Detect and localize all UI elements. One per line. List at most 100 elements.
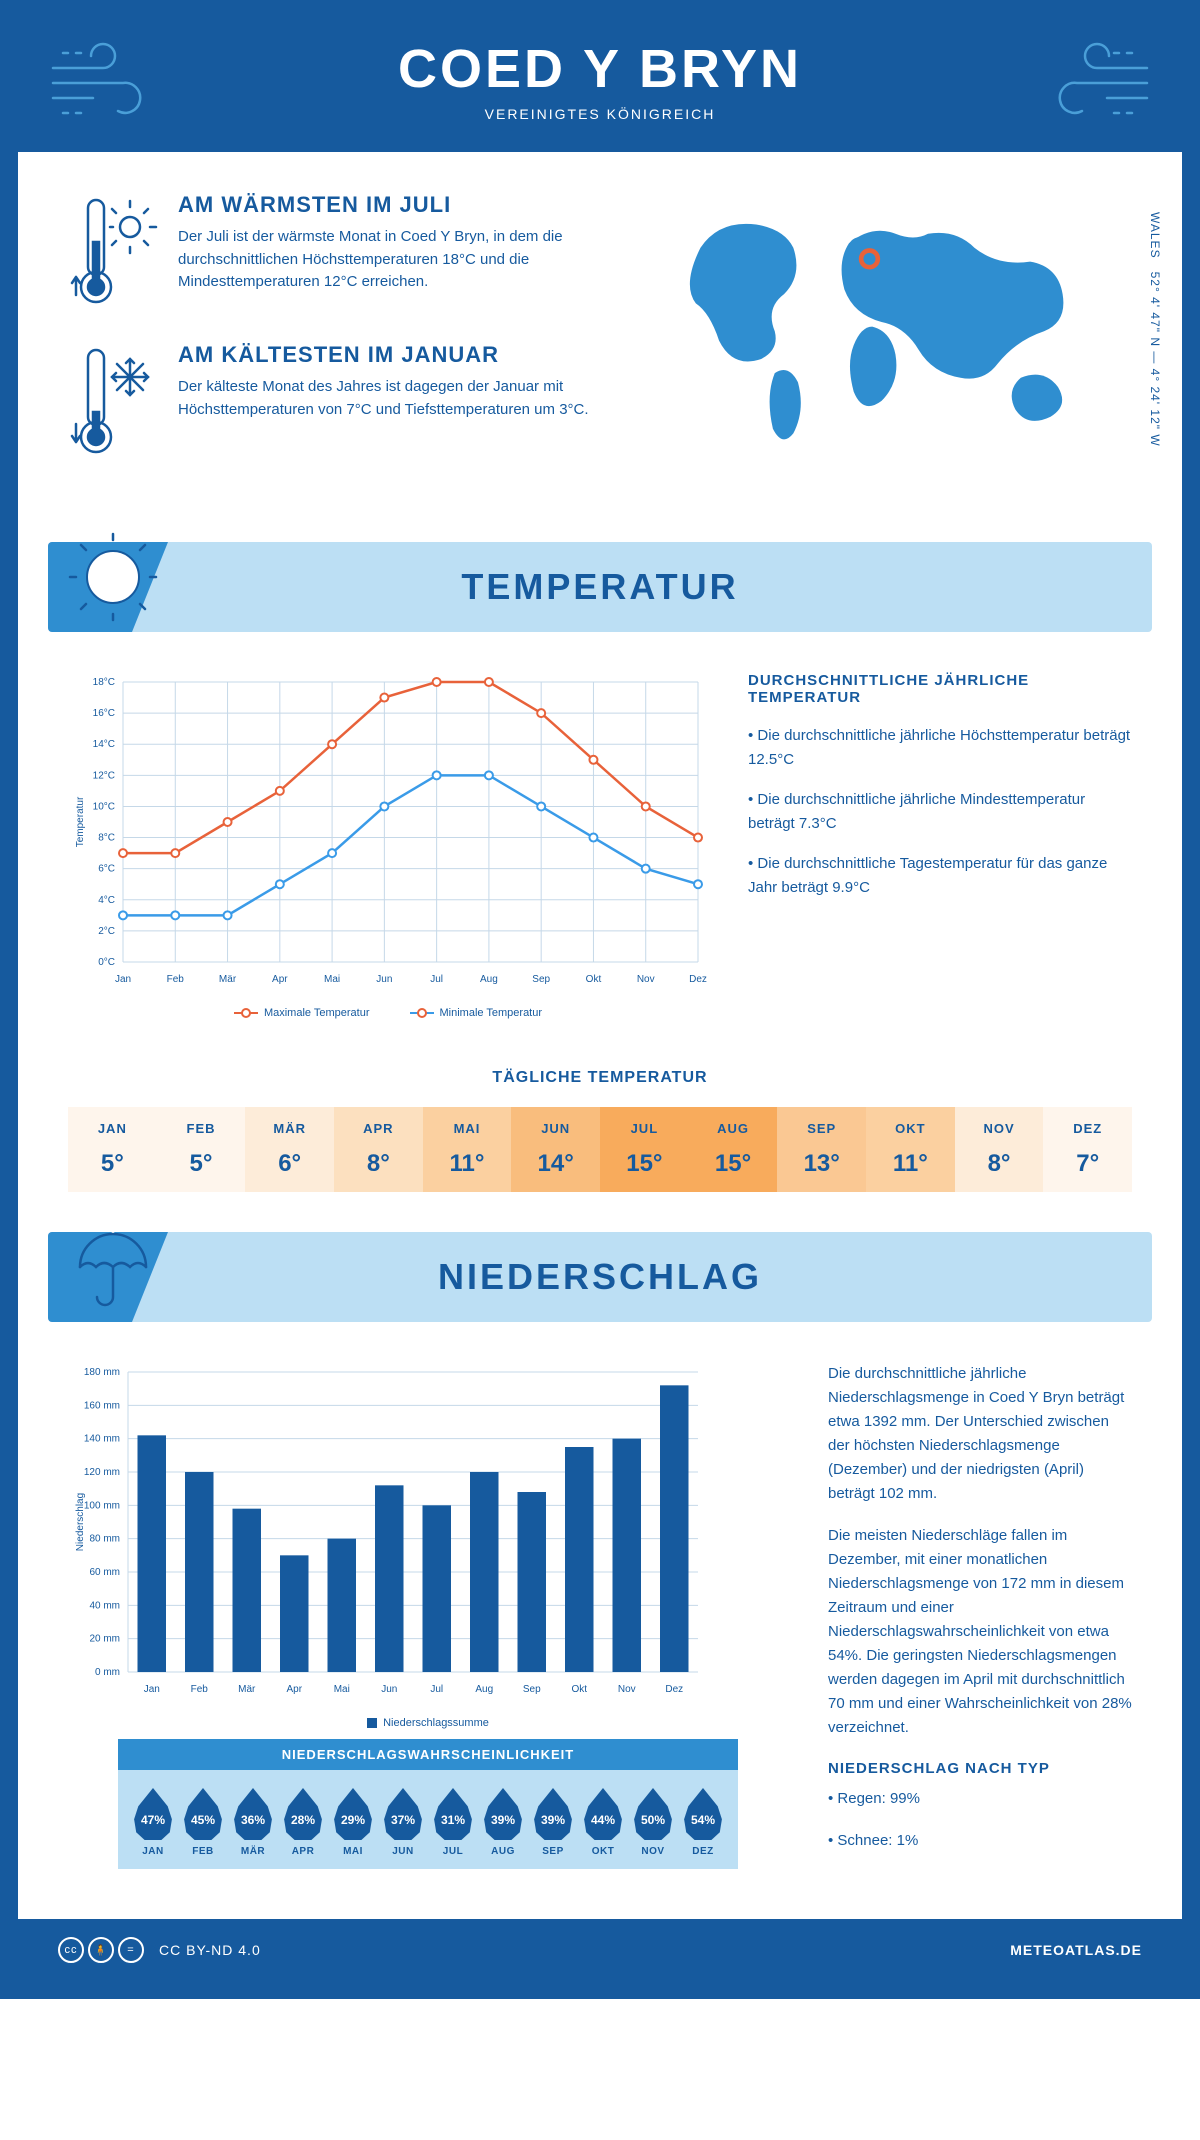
cold-text: Der kälteste Monat des Jahres ist dagege… [178, 376, 610, 421]
svg-text:2°C: 2°C [98, 926, 115, 937]
precipitation-section: 0 mm 20 mm 40 mm 60 mm 80 mm 100 mm 120 mm 140 … [18, 1322, 1182, 1919]
probability-box: NIEDERSCHLAGSWAHRSCHEINLICHKEIT 47%JAN45… [118, 1739, 738, 1869]
by-icon: 🧍 [88, 1937, 114, 1963]
svg-text:20 mm: 20 mm [89, 1634, 120, 1645]
svg-text:16°C: 16°C [93, 708, 115, 719]
svg-text:Dez: Dez [665, 1684, 683, 1695]
svg-text:14°C: 14°C [93, 739, 115, 750]
svg-text:Feb: Feb [191, 1684, 209, 1695]
cold-fact: AM KÄLTESTEN IM JANUAR Der kälteste Mona… [68, 342, 610, 462]
svg-text:Jan: Jan [144, 1684, 160, 1695]
svg-text:Nov: Nov [618, 1684, 636, 1695]
svg-text:Okt: Okt [571, 1684, 587, 1695]
daily-cell: APR8° [334, 1107, 423, 1192]
svg-text:160 mm: 160 mm [84, 1400, 120, 1411]
wind-icon-right [1022, 38, 1152, 128]
probability-drop: 50%NOV [632, 1788, 674, 1857]
svg-text:80 mm: 80 mm [89, 1534, 120, 1545]
daily-cell: SEP13° [777, 1107, 866, 1192]
probability-drop: 29%MAI [332, 1788, 374, 1857]
svg-text:60 mm: 60 mm [89, 1567, 120, 1578]
svg-text:120 mm: 120 mm [84, 1467, 120, 1478]
temperature-section: 0°C2°C4°C6°C8°C10°C12°C14°C16°C18°CJanFe… [18, 632, 1182, 1039]
precip-info: Die durchschnittliche jährliche Niedersc… [828, 1362, 1132, 1899]
daily-cell: NOV8° [955, 1107, 1044, 1192]
svg-text:Sep: Sep [523, 1684, 541, 1695]
daily-temp-title: TÄGLICHE TEMPERATUR [18, 1069, 1182, 1087]
svg-text:Aug: Aug [475, 1684, 493, 1695]
footer: cc 🧍 = CC BY-ND 4.0 METEOATLAS.DE [18, 1919, 1182, 1981]
thermometer-warm-icon [68, 192, 158, 312]
svg-text:Sep: Sep [532, 974, 550, 985]
svg-text:140 mm: 140 mm [84, 1434, 120, 1445]
probability-drop: 37%JUN [382, 1788, 424, 1857]
temp-section-header: TEMPERATUR [48, 542, 1152, 632]
sun-icon [68, 532, 158, 622]
svg-text:Jan: Jan [115, 974, 131, 985]
header: COED Y BRYN VEREINIGTES KÖNIGREICH [18, 18, 1182, 152]
daily-cell: JUN14° [511, 1107, 600, 1192]
cc-icons: cc 🧍 = [58, 1937, 144, 1963]
warm-fact: AM WÄRMSTEN IM JULI Der Juli ist der wär… [68, 192, 610, 312]
svg-text:40 mm: 40 mm [89, 1600, 120, 1611]
probability-drop: 28%APR [282, 1788, 324, 1857]
probability-drop: 47%JAN [132, 1788, 174, 1857]
svg-text:Mai: Mai [334, 1684, 350, 1695]
site-name: METEOATLAS.DE [1010, 1942, 1142, 1958]
daily-cell: AUG15° [689, 1107, 778, 1192]
temp-legend: .sw:nth-child(1)::after{border-color:#e8… [68, 1007, 708, 1019]
svg-text:Niederschlag: Niederschlag [75, 1493, 86, 1551]
wind-icon-left [48, 38, 178, 128]
svg-text:Aug: Aug [480, 974, 498, 985]
svg-text:4°C: 4°C [98, 895, 115, 906]
temperature-line-chart: 0°C2°C4°C6°C8°C10°C12°C14°C16°C18°CJanFe… [68, 672, 708, 992]
svg-text:Mai: Mai [324, 974, 340, 985]
svg-text:Apr: Apr [272, 974, 288, 985]
svg-text:Dez: Dez [689, 974, 707, 985]
svg-text:Mär: Mär [219, 974, 237, 985]
svg-text:Jun: Jun [376, 974, 392, 985]
cc-icon: cc [58, 1937, 84, 1963]
daily-cell: MÄR6° [245, 1107, 334, 1192]
precipitation-bar-chart: 0 mm 20 mm 40 mm 60 mm 80 mm 100 mm 120 mm 140 … [68, 1362, 708, 1702]
svg-text:Jun: Jun [381, 1684, 397, 1695]
daily-cell: JUL15° [600, 1107, 689, 1192]
svg-text:Feb: Feb [167, 974, 185, 985]
intro-section: AM WÄRMSTEN IM JULI Der Juli ist der wär… [18, 152, 1182, 522]
probability-drop: 44%OKT [582, 1788, 624, 1857]
probability-drop: 45%FEB [182, 1788, 224, 1857]
svg-text:100 mm: 100 mm [84, 1500, 120, 1511]
probability-drop: 31%JUL [432, 1788, 474, 1857]
svg-text:0 mm: 0 mm [95, 1667, 120, 1678]
warm-text: Der Juli ist der wärmste Monat in Coed Y… [178, 226, 610, 294]
infographic-page: COED Y BRYN VEREINIGTES KÖNIGREICH AM WÄ… [0, 0, 1200, 1999]
warm-title: AM WÄRMSTEN IM JULI [178, 192, 610, 218]
cold-title: AM KÄLTESTEN IM JANUAR [178, 342, 610, 368]
daily-cell: MAI11° [423, 1107, 512, 1192]
svg-text:8°C: 8°C [98, 833, 115, 844]
probability-drop: 54%DEZ [682, 1788, 724, 1857]
svg-text:6°C: 6°C [98, 864, 115, 875]
thermometer-cold-icon [68, 342, 158, 462]
daily-cell: OKT11° [866, 1107, 955, 1192]
svg-text:Jul: Jul [430, 1684, 443, 1695]
svg-text:Nov: Nov [637, 974, 655, 985]
daily-cell: FEB5° [157, 1107, 246, 1192]
daily-cell: DEZ7° [1043, 1107, 1132, 1192]
precip-legend: Niederschlagssumme [68, 1717, 788, 1729]
umbrella-icon [68, 1222, 158, 1312]
svg-text:180 mm: 180 mm [84, 1367, 120, 1378]
precip-heading: NIEDERSCHLAG [438, 1256, 762, 1298]
svg-text:Mär: Mär [238, 1684, 256, 1695]
svg-text:Apr: Apr [286, 1684, 302, 1695]
page-title: COED Y BRYN [58, 38, 1142, 100]
nd-icon: = [118, 1937, 144, 1963]
temp-info: DURCHSCHNITTLICHE JÄHRLICHE TEMPERATUR •… [748, 672, 1132, 1019]
probability-drop: 39%SEP [532, 1788, 574, 1857]
daily-temp-grid: JAN5°FEB5°MÄR6°APR8°MAI11°JUN14°JUL15°AU… [68, 1107, 1132, 1192]
license-text: CC BY-ND 4.0 [159, 1942, 261, 1958]
svg-text:Temperatur: Temperatur [75, 796, 86, 847]
svg-text:18°C: 18°C [93, 677, 115, 688]
svg-text:Jul: Jul [430, 974, 443, 985]
probability-title: NIEDERSCHLAGSWAHRSCHEINLICHKEIT [118, 1739, 738, 1770]
